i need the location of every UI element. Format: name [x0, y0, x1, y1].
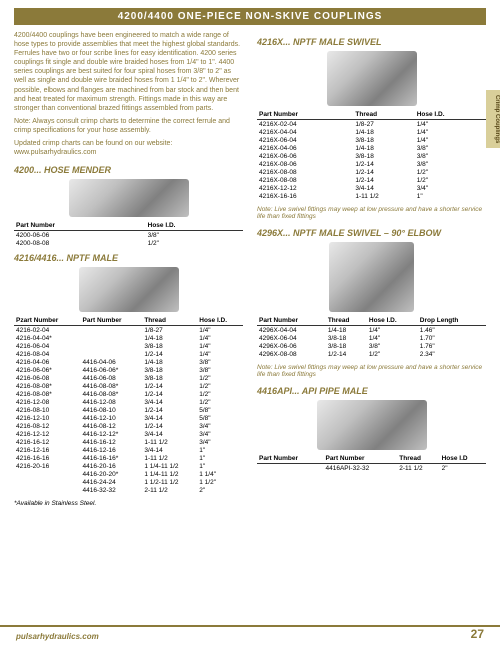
table-row: 4216-16-124416-16-121-11 1/23/4" [14, 438, 243, 446]
table-row: 4216-08-041/2-141/4" [14, 350, 243, 358]
footer-url: pulsarhydraulics.com [16, 632, 99, 641]
side-tab: Crimp Couplings [486, 90, 500, 148]
table-row: 4216X-08-061/2-143/8" [257, 160, 486, 168]
table-row: 4296X-08-081/2-141/2"2.34" [257, 350, 486, 358]
table-row: 4216-08-124416-08-121/2-143/4" [14, 422, 243, 430]
table-row: 4216-06-043/8-181/4" [14, 342, 243, 350]
table-row: 4216-04-04*1/4-181/4" [14, 334, 243, 342]
img-nptf-male [79, 267, 179, 312]
table-row: 4216X-04-061/4-183/8" [257, 144, 486, 152]
note-4296X: Note: Live swivel fittings may weep at l… [257, 364, 486, 378]
table-row: 4216X-02-041/8-271/4" [257, 120, 486, 129]
table-row: 4216-12-164416-12-163/4-141" [14, 446, 243, 454]
intro-text: 4200/4400 couplings have been engineered… [14, 31, 243, 157]
table-4216X: Part NumberThreadHose I.D. 4216X-02-041/… [257, 110, 486, 200]
table-row: 4216-06-06*4416-06-06*3/8-183/8" [14, 366, 243, 374]
page-number: 27 [471, 627, 484, 641]
table-row: 4416-20-20*1 1/4-11 1/21 1/4" [14, 470, 243, 478]
img-hose-mender [69, 179, 189, 217]
table-row: 4216-08-104416-08-101/2-145/8" [14, 406, 243, 414]
table-row: 4200-06-063/8" [14, 231, 243, 240]
table-4216: Pzart NumberPart NumberThreadHose I.D. 4… [14, 316, 243, 494]
table-row: 4296X-06-043/8-181/4"1.70" [257, 334, 486, 342]
table-4296X: Part NumberThreadHose I.D.Drop Length 42… [257, 316, 486, 358]
table-row: 4216-02-041/8-271/4" [14, 326, 243, 335]
table-row: 4216-20-164416-20-161 1/4-11 1/21" [14, 462, 243, 470]
img-api [317, 400, 427, 450]
table-row: 4216X-08-081/2-141/2" [257, 168, 486, 176]
page-header: 4200/4400 ONE-PIECE NON-SKIVE COUPLINGS [14, 8, 486, 25]
title-4200: 4200... HOSE MENDER [14, 165, 243, 175]
table-row: 4216-12-124416-12-12*3/4-143/4" [14, 430, 243, 438]
intro-p2: Note: Always consult crimp charts to det… [14, 117, 243, 135]
table-row: 4296X-04-041/4-181/4"1.46" [257, 326, 486, 335]
table-4200: Part NumberHose I.D. 4200-06-063/8"4200-… [14, 221, 243, 247]
table-row: 4216-06-084416-06-083/8-181/2" [14, 374, 243, 382]
table-4416API: Part NumberPart NumberThreadHose I.D 441… [257, 454, 486, 472]
img-elbow [329, 242, 414, 312]
footnote-4216: *Available in Stainless Steel. [14, 500, 243, 507]
footer-rule [0, 625, 500, 627]
table-row: 4216X-06-063/8-183/8" [257, 152, 486, 160]
table-row: 4216X-04-041/4-181/4" [257, 128, 486, 136]
table-row: 4216X-08-081/2-141/2" [257, 176, 486, 184]
table-row: 4216-04-064416-04-061/4-183/8" [14, 358, 243, 366]
table-row: 4216X-06-043/8-181/4" [257, 136, 486, 144]
img-nptf-swivel [327, 51, 417, 106]
table-row: 4216X-16-161-11 1/21" [257, 192, 486, 200]
table-row: 4216-08-08*4416-08-08*1/2-141/2" [14, 382, 243, 390]
note-4216X: Note: Live swivel fittings may weep at l… [257, 206, 486, 220]
table-row: 4416-24-241 1/2-11 1/21 1/2" [14, 478, 243, 486]
table-row: 4416-32-322-11 1/22" [14, 486, 243, 494]
intro-p3: Updated crimp charts can be found on our… [14, 139, 243, 157]
title-4416API: 4416API... API PIPE MALE [257, 386, 486, 396]
table-row: 4216-16-164416-16-16*1-11 1/21" [14, 454, 243, 462]
table-row: 4216X-12-123/4-143/4" [257, 184, 486, 192]
table-row: 4200-08-081/2" [14, 239, 243, 247]
title-4296X: 4296X... NPTF MALE SWIVEL – 90° ELBOW [257, 228, 486, 238]
title-4216X: 4216X... NPTF MALE SWIVEL [257, 37, 486, 47]
table-row: 4216-08-08*4416-08-08*1/2-141/2" [14, 390, 243, 398]
table-row: 4296X-06-063/8-183/8"1.76" [257, 342, 486, 350]
table-row: 4416API-32-322-11 1/22" [257, 464, 486, 473]
table-row: 4216-12-104416-12-103/4-145/8" [14, 414, 243, 422]
table-row: 4216-12-084416-12-083/4-141/2" [14, 398, 243, 406]
title-4216: 4216/4416... NPTF MALE [14, 253, 243, 263]
intro-p1: 4200/4400 couplings have been engineered… [14, 31, 243, 113]
